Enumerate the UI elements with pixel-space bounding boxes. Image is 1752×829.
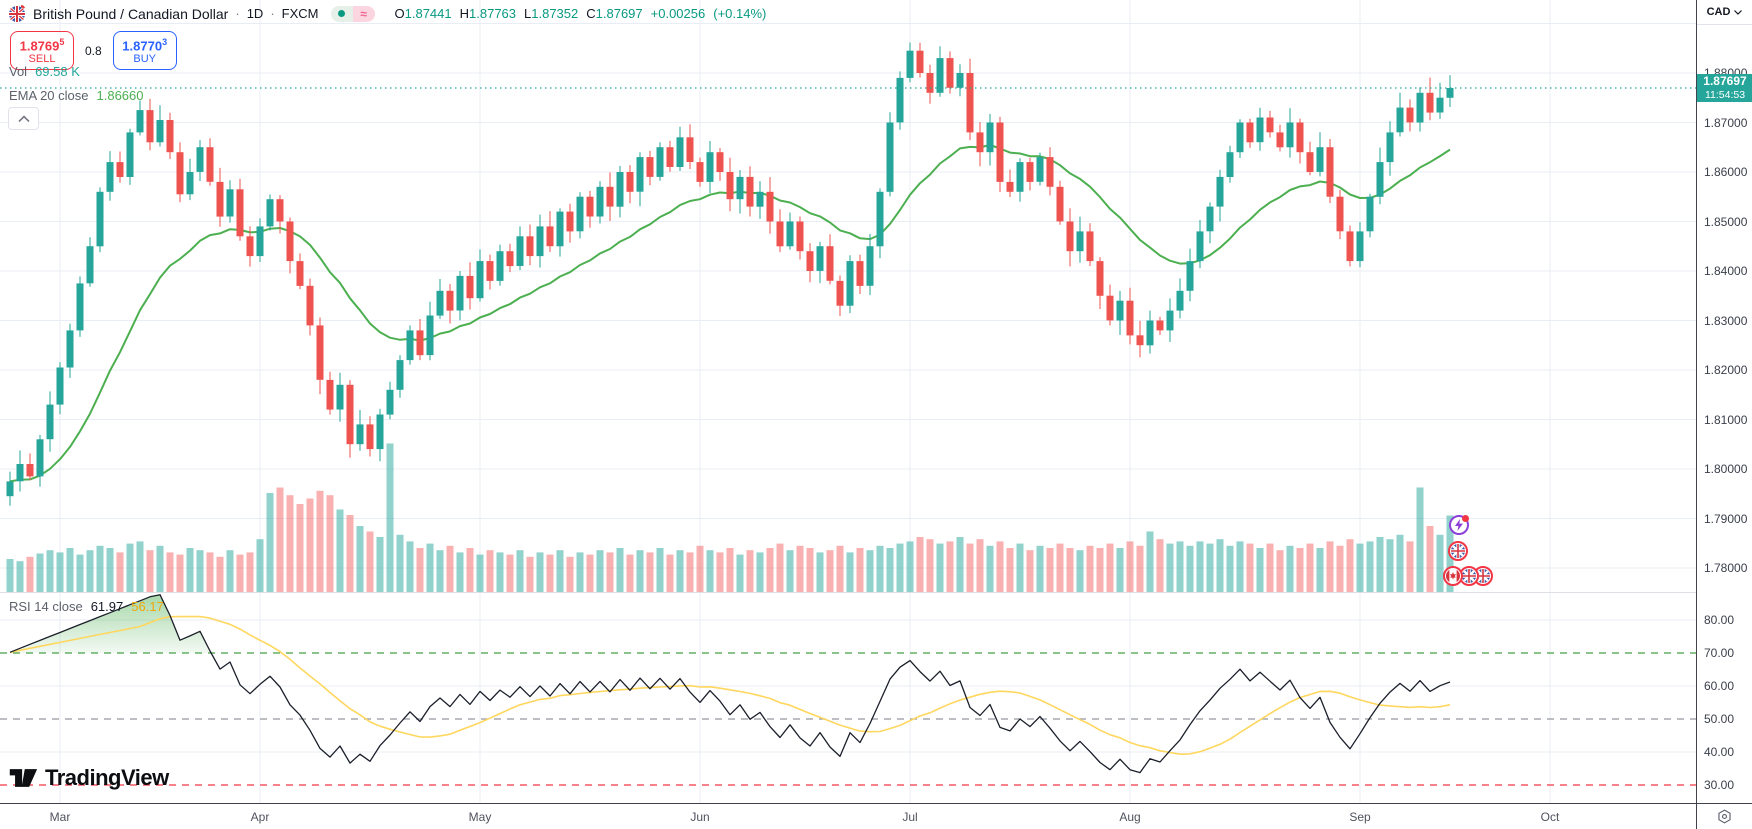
rsi-value: 61.97 — [90, 599, 124, 614]
price-tick-label: 1.85000 — [1704, 214, 1748, 229]
price-tick-label: 1.79000 — [1704, 511, 1748, 526]
month-label: May — [468, 810, 492, 824]
price-tick-label: 1.78000 — [1704, 561, 1748, 575]
chevron-up-icon — [17, 114, 30, 122]
change-value: +0.00256 — [650, 6, 706, 21]
spread-value: 0.8 — [85, 43, 102, 58]
price-tick-label: 1.80000 — [1704, 462, 1748, 476]
interval-button[interactable]: 1D — [246, 6, 264, 21]
rsi-overbought-fill — [10, 594, 1450, 653]
price-axis[interactable]: CAD 1.88000 1.87000 1.86000 1.85000 1.84000 1… — [1696, 0, 1752, 803]
ema-value: 1.86660 — [96, 88, 144, 103]
axis-settings-button[interactable] — [1696, 803, 1752, 829]
month-label: Mar — [49, 810, 71, 824]
last-price-badge: 1.87697 11:54:53 — [1697, 74, 1752, 102]
price-tick-label: 1.87000 — [1704, 115, 1748, 130]
collapse-legend-button[interactable] — [8, 107, 39, 130]
rsi-tick-label: 30.00 — [1704, 778, 1735, 792]
time-axis[interactable]: Mar Apr May Jun Jul Aug Sep Oct — [0, 803, 1696, 829]
close-value: 1.87697 — [595, 6, 643, 21]
rsi-legend[interactable]: RSI 14 close 61.97 56.17 — [9, 599, 164, 614]
price-chart-canvas[interactable] — [0, 0, 1696, 803]
last-price-value: 1.87697 — [1703, 74, 1747, 88]
exchange-label[interactable]: FXCM — [281, 6, 319, 21]
currency-label: CAD — [1706, 6, 1731, 18]
event-markers — [1443, 513, 1503, 593]
high-value: 1.87763 — [469, 6, 517, 21]
bar-countdown: 11:54:53 — [1704, 89, 1746, 101]
volume-legend[interactable]: Vol 69.58 K — [9, 64, 80, 79]
price-tick-label: 1.84000 — [1704, 264, 1748, 278]
month-label: Jul — [902, 810, 918, 824]
symbol-title[interactable]: British Pound / Canadian Dollar — [33, 5, 229, 22]
approx-data-icon: ≈ — [352, 5, 375, 22]
volume-bars — [6, 443, 1454, 592]
rsi-tick-label: 60.00 — [1704, 679, 1735, 693]
rsi-tick-label: 80.00 — [1704, 613, 1735, 627]
month-label: Sep — [1349, 810, 1371, 824]
alert-dot-icon — [1462, 515, 1469, 522]
month-label: Aug — [1119, 810, 1141, 824]
price-tick-label: 1.82000 — [1704, 363, 1748, 377]
rsi-tick-label: 50.00 — [1704, 712, 1735, 726]
change-percent: (+0.14%) — [713, 6, 767, 21]
tradingview-mark-icon — [9, 769, 38, 787]
month-label: Oct — [1540, 810, 1560, 824]
price-tick-label: 1.81000 — [1704, 412, 1748, 427]
gear-icon — [1718, 809, 1731, 824]
canada-flag-icon[interactable] — [1443, 566, 1463, 586]
chevron-down-icon — [1734, 9, 1743, 15]
ohlc-values: O1.87441 H1.87763 L1.87352 C1.87697 +0.0… — [394, 6, 767, 21]
candles — [6, 42, 1454, 506]
open-value: 1.87441 — [404, 6, 452, 21]
tradingview-wordmark: TradingView — [45, 765, 169, 790]
pane-separator[interactable] — [0, 592, 1752, 593]
price-tick-label: 1.83000 — [1704, 313, 1748, 328]
month-label: Jun — [690, 810, 710, 824]
low-value: 1.87352 — [531, 6, 579, 21]
currency-selector[interactable]: CAD — [1697, 0, 1752, 25]
rsi-tick-label: 70.00 — [1704, 646, 1735, 660]
rsi-line — [9, 594, 1451, 774]
uk-flag-icon[interactable] — [1448, 541, 1468, 561]
lightning-bolt-icon[interactable] — [1449, 515, 1469, 535]
separator-dot: · — [270, 6, 275, 21]
month-label: Apr — [250, 810, 270, 824]
rsi-ma-line — [9, 615, 1451, 756]
volume-value: 69.58 K — [35, 64, 80, 79]
buy-button[interactable]: 1.87703 BUY — [112, 31, 177, 71]
rsi-ma-value: 56.17 — [131, 599, 164, 614]
rsi-tick-label: 40.00 — [1704, 745, 1735, 759]
tradingview-logo[interactable]: TradingView — [8, 765, 169, 791]
sell-button[interactable]: 1.87695 SELL — [10, 31, 74, 71]
ema-legend[interactable]: EMA 20 close 1.86660 — [9, 88, 144, 103]
price-tick-label: 1.86000 — [1704, 165, 1748, 179]
market-status-badge[interactable]: ≈ — [330, 5, 375, 22]
trade-panel: 1.87695 SELL 0.8 1.87703 BUY — [10, 31, 177, 71]
separator-dot: · — [235, 6, 240, 21]
gbp-cad-flag-icon — [8, 4, 27, 23]
market-dot-icon — [338, 10, 345, 17]
symbol-info-bar: British Pound / Canadian Dollar · 1D · F… — [8, 4, 766, 23]
